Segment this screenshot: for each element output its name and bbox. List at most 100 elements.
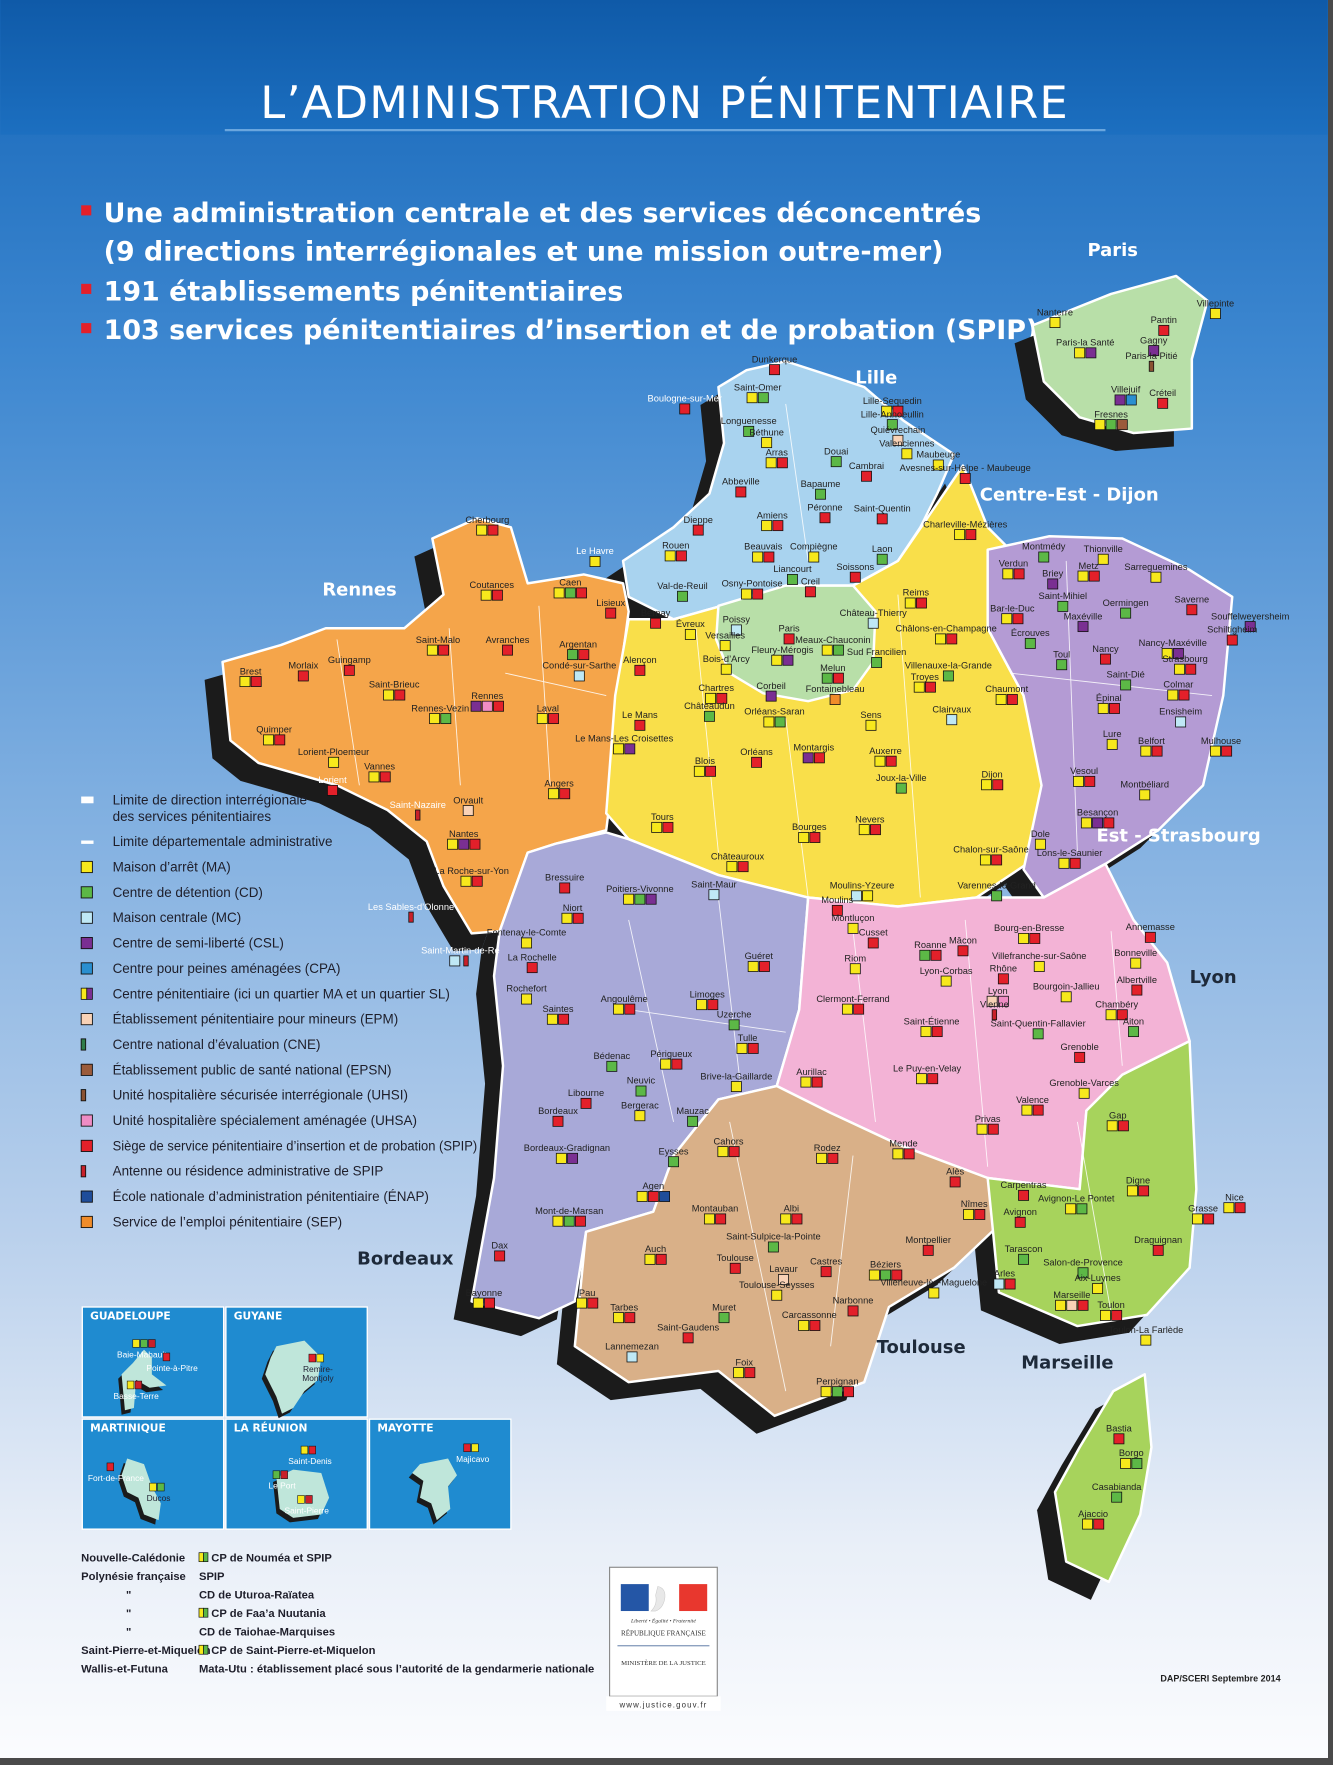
department-line bbox=[729, 1121, 787, 1392]
marker-ma-icon bbox=[719, 640, 731, 652]
city-label: Val-de-Reuil bbox=[657, 581, 707, 591]
city-val-de-reuil: Val-de-Reuil bbox=[657, 581, 708, 602]
marker-csl-icon bbox=[782, 654, 794, 666]
city-label: Brive-la-Gaillarde bbox=[700, 1071, 772, 1081]
city-gagny: Gagny bbox=[1140, 335, 1168, 357]
marker-spip-icon bbox=[819, 512, 831, 524]
city-label: Longuenesse bbox=[721, 416, 777, 426]
city-label: Montbéliard bbox=[1120, 780, 1169, 790]
city-label: Saint-Gaudens bbox=[657, 1323, 719, 1333]
city-rodez: Rodez bbox=[814, 1143, 841, 1164]
city-bar-le-duc: Bar-le-Duc bbox=[990, 603, 1035, 625]
region-label-toulouse: Toulouse bbox=[877, 1337, 966, 1358]
city-label: Sud Francilien bbox=[847, 647, 906, 657]
marker-spip-icon bbox=[922, 1244, 934, 1256]
city-label: Melun bbox=[820, 663, 845, 673]
city-label: Béthune bbox=[749, 427, 784, 437]
cp-ma-icon bbox=[198, 1552, 204, 1563]
marker-ma-icon bbox=[916, 1073, 927, 1085]
marker-ma-icon bbox=[1074, 347, 1086, 359]
city-label: Saint-Malo bbox=[416, 635, 460, 645]
city-dax: Dax bbox=[491, 1241, 508, 1262]
territory-row: " CP de Faa’a Nuutania bbox=[126, 1607, 326, 1620]
city-vannes: Vannes bbox=[364, 762, 395, 783]
territory-name: " bbox=[126, 1590, 131, 1602]
city-label: Paris-la Pitié bbox=[1125, 351, 1177, 361]
marker-spip-icon bbox=[1111, 1309, 1123, 1321]
legend-label: Centre pénitentiaire (ici un quartier MA… bbox=[113, 986, 450, 1001]
marker-ma-icon bbox=[472, 1297, 484, 1309]
marker-spip-icon bbox=[487, 524, 499, 536]
department-line bbox=[336, 639, 360, 786]
city-label: Rennes bbox=[471, 691, 503, 701]
marker-spip-icon bbox=[891, 1269, 903, 1281]
marker-ma-icon bbox=[521, 937, 533, 949]
city-label: Toulouse bbox=[717, 1253, 754, 1263]
city-paris-la-piti-: Paris-la Pitié bbox=[1125, 351, 1178, 372]
marker-ma-icon bbox=[613, 1003, 625, 1015]
marker-cd-icon bbox=[1024, 637, 1036, 649]
legend-item-lim1: Limite de direction interrégionale des se… bbox=[81, 792, 307, 824]
legend-item-spip: Siège de service pénitentiaire d’inserti… bbox=[80, 1138, 477, 1153]
marker-ma-icon bbox=[1106, 738, 1118, 750]
marker-cd-icon bbox=[1111, 1491, 1123, 1503]
city-label: Bayonne bbox=[466, 1288, 503, 1298]
marker-ma-icon bbox=[1078, 1087, 1090, 1099]
marker-spip-icon bbox=[1117, 1120, 1129, 1132]
logo-motto: Liberté • Égalité • Fraternité bbox=[630, 1616, 696, 1624]
city-label: Montmédy bbox=[1022, 542, 1066, 552]
marker-cd-icon bbox=[1128, 1026, 1139, 1038]
city-saint-omer: Saint-Omer bbox=[734, 382, 781, 404]
city-label: Le Mans bbox=[622, 710, 658, 720]
marker-spip-icon bbox=[548, 713, 559, 725]
ministry-url-link[interactable]: www.justice.gouv.fr bbox=[619, 1701, 708, 1710]
legend-label: École nationale d’administration péniten… bbox=[113, 1189, 429, 1204]
marker-spip-icon bbox=[747, 1042, 759, 1054]
marker-spip-icon bbox=[274, 734, 286, 746]
overseas-territories-list: Nouvelle-Calédonie CP de Nouméa et SPIP Po… bbox=[81, 1552, 594, 1676]
marker-spip-icon bbox=[559, 882, 571, 894]
legend-item-ant: Antenne ou résidence administrative de S… bbox=[80, 1164, 383, 1179]
island-shape bbox=[121, 1349, 167, 1411]
city-label: Rouen bbox=[662, 541, 689, 551]
marker-ma-icon bbox=[552, 1215, 564, 1227]
territory-name: Polynésie française bbox=[81, 1571, 186, 1583]
marker-ma-icon bbox=[1033, 961, 1045, 972]
city-label: Corbeil bbox=[756, 681, 785, 691]
marker-cd-icon bbox=[830, 456, 842, 468]
city-label: Orvault bbox=[453, 795, 483, 805]
legend-label: Centre de détention (CD) bbox=[113, 885, 263, 900]
marker-cd-icon bbox=[635, 1085, 647, 1097]
marker-spip-icon bbox=[1234, 1202, 1246, 1214]
city-fontenay-le-comte: Fontenay-le-Comte bbox=[487, 928, 566, 949]
marker-cd-icon bbox=[787, 574, 798, 585]
marker-spip-icon bbox=[916, 597, 927, 609]
city-label: Souffelweyersheim bbox=[1211, 611, 1290, 621]
city--pinal: Épinal bbox=[1096, 693, 1122, 714]
city-label: Guingamp bbox=[328, 655, 371, 665]
marker-spip-icon bbox=[1014, 1216, 1026, 1228]
city-label: Saintes bbox=[542, 1004, 573, 1014]
territory-name: Saint-Pierre-et-Miquelon bbox=[81, 1645, 211, 1657]
inset-city-label: Le Port bbox=[268, 1481, 296, 1491]
marker-spip-icon bbox=[650, 617, 662, 629]
marker-spip-icon bbox=[655, 1253, 667, 1265]
city-label: Sens bbox=[860, 710, 882, 720]
city-label: Coutances bbox=[470, 580, 515, 590]
marker-spip-icon bbox=[809, 1320, 821, 1331]
city-avranches: Avranches bbox=[486, 635, 530, 656]
city-label: Bergerac bbox=[621, 1100, 659, 1110]
city-saint-quentin-fallavier: Saint-Quentin-Fallavier bbox=[991, 1019, 1086, 1040]
city-label: Brest bbox=[240, 666, 262, 676]
inset-city-label: Basse-Terre bbox=[113, 1391, 159, 1401]
city-longuenesse: Longuenesse bbox=[721, 416, 777, 437]
city-blois: Blois bbox=[693, 756, 716, 777]
marker-spip-icon bbox=[469, 838, 481, 850]
city-avesnes-sur-helpe-maubeuge: Avesnes-sur-Helpe - Maubeuge bbox=[900, 463, 1031, 484]
city-label: Chalon-sur-Saône bbox=[953, 845, 1028, 855]
city-label: Dole bbox=[1031, 829, 1050, 839]
city-label: Ajaccio bbox=[1078, 1509, 1108, 1519]
marker-ma-icon bbox=[821, 644, 833, 656]
city-label: Péronne bbox=[807, 502, 842, 512]
marker-ma-icon bbox=[664, 550, 676, 562]
